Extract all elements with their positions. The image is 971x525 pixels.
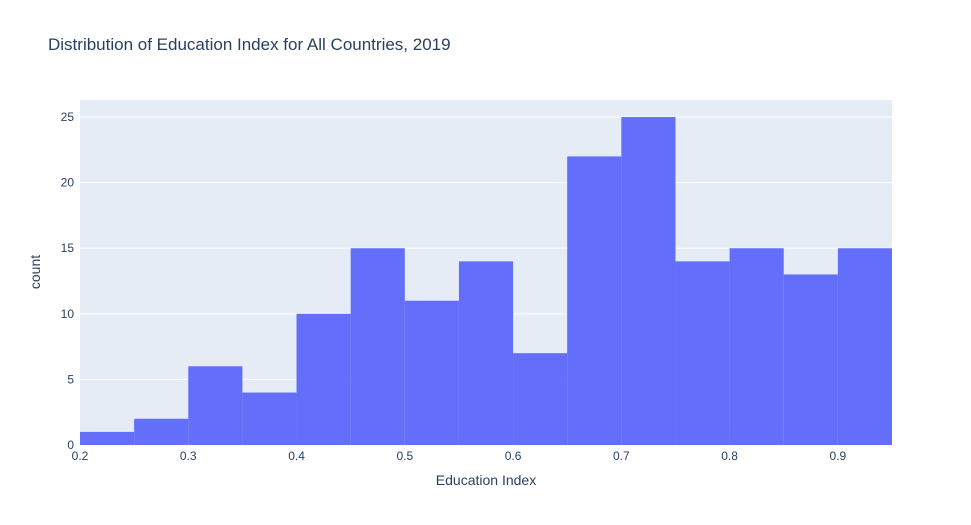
histogram-bar (134, 418, 189, 445)
x-axis-ticks: 0.2 0.3 0.4 0.5 0.6 0.7 0.8 0.9 (72, 449, 847, 463)
x-tick-label: 0.4 (288, 449, 305, 463)
chart-title: Distribution of Education Index for All … (48, 35, 451, 54)
histogram-bar (513, 353, 568, 445)
histogram-bar (80, 431, 135, 445)
histogram-bars (80, 117, 892, 446)
histogram-bar (729, 248, 784, 445)
x-tick-label: 0.6 (505, 449, 522, 463)
x-tick-label: 0.3 (180, 449, 197, 463)
y-axis-ticks: 0 5 10 15 20 25 (61, 110, 75, 452)
histogram-bar (458, 261, 514, 445)
histogram-bar (567, 156, 622, 445)
y-tick-label: 10 (61, 307, 75, 321)
y-tick-label: 25 (61, 110, 75, 124)
y-tick-label: 0 (67, 438, 74, 452)
y-tick-label: 20 (61, 176, 75, 190)
y-axis-title: count (27, 255, 43, 289)
y-tick-label: 15 (61, 241, 75, 255)
histogram-bar (675, 261, 730, 445)
x-axis-title: Education Index (436, 472, 536, 488)
y-tick-label: 5 (67, 372, 74, 386)
x-tick-label: 0.8 (721, 449, 738, 463)
histogram-bar (188, 366, 243, 445)
x-tick-label: 0.7 (613, 449, 630, 463)
histogram-bar (242, 392, 297, 445)
histogram-bar (621, 117, 676, 446)
histogram-bar (404, 300, 459, 445)
x-tick-label: 0.2 (72, 449, 89, 463)
histogram-bar (783, 274, 838, 445)
histogram-bar (350, 248, 405, 445)
x-tick-label: 0.5 (396, 449, 413, 463)
histogram-bar (837, 248, 892, 445)
x-tick-label: 0.9 (830, 449, 847, 463)
histogram-bar (296, 313, 351, 445)
